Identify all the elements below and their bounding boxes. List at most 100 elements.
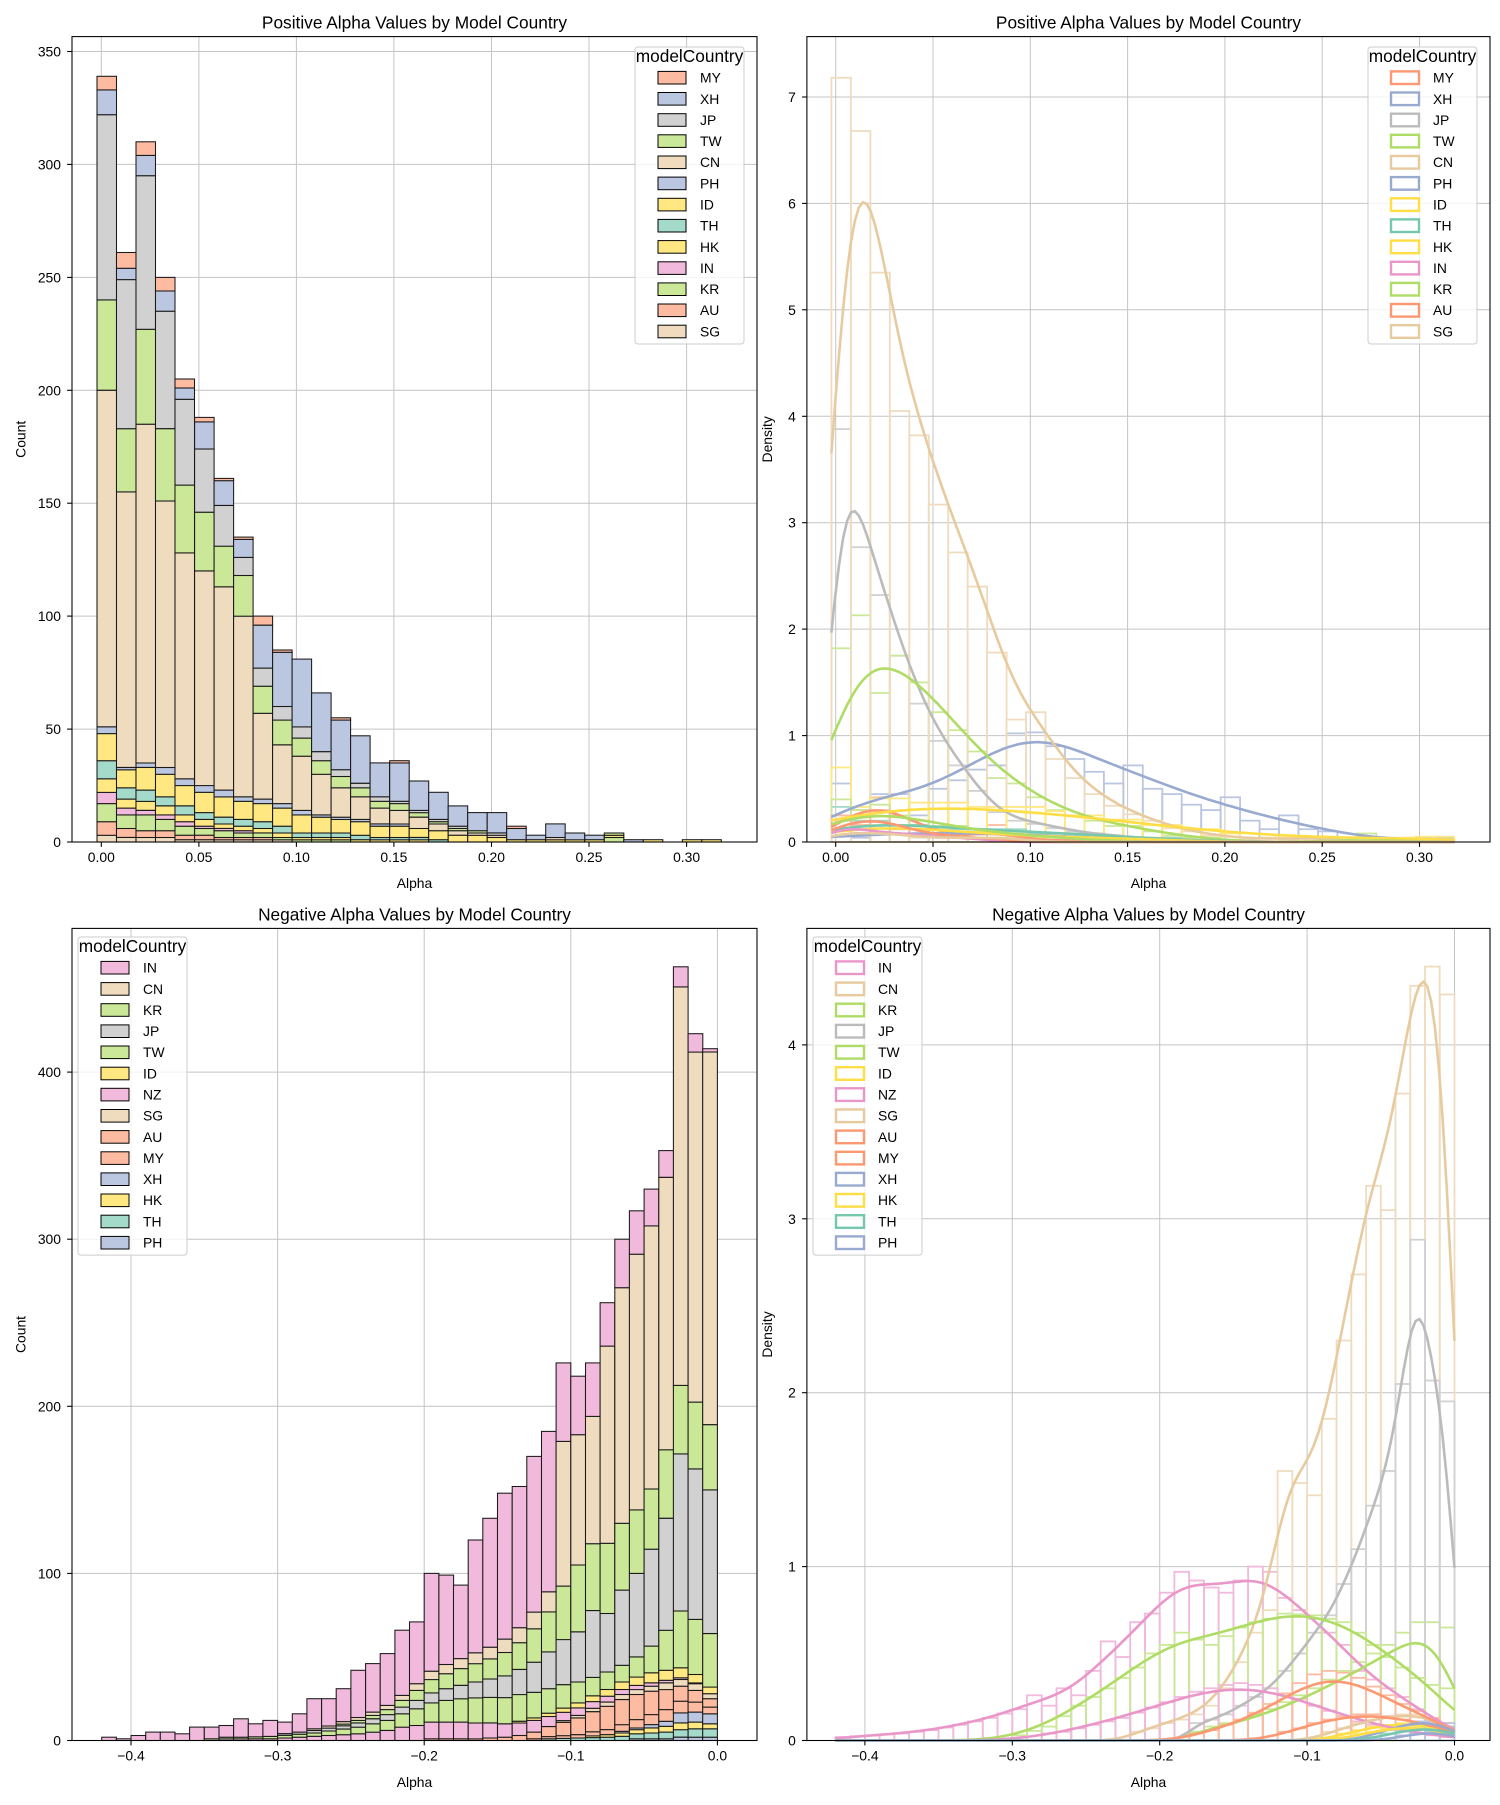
svg-text:KR: KR: [1433, 281, 1452, 297]
svg-text:HK: HK: [143, 1192, 163, 1208]
svg-text:CN: CN: [878, 981, 898, 997]
svg-text:JP: JP: [700, 112, 716, 128]
svg-text:Alpha: Alpha: [397, 875, 433, 891]
svg-text:AU: AU: [143, 1129, 162, 1145]
svg-text:AU: AU: [878, 1129, 897, 1145]
svg-text:3: 3: [788, 515, 796, 531]
svg-text:SG: SG: [700, 323, 720, 339]
svg-text:7: 7: [788, 89, 796, 105]
svg-text:0.0: 0.0: [708, 1747, 728, 1763]
svg-text:TW: TW: [700, 133, 722, 149]
svg-text:0: 0: [53, 834, 61, 850]
svg-text:0.20: 0.20: [1211, 849, 1238, 865]
svg-text:Count: Count: [13, 421, 29, 458]
svg-text:Alpha: Alpha: [1131, 875, 1167, 891]
svg-text:3: 3: [788, 1211, 796, 1227]
svg-text:−0.4: −0.4: [851, 1747, 879, 1763]
svg-text:HK: HK: [700, 239, 720, 255]
svg-text:0.00: 0.00: [822, 849, 849, 865]
svg-text:6: 6: [788, 195, 796, 211]
svg-text:0: 0: [788, 1733, 796, 1749]
svg-text:Negative Alpha Values by Model: Negative Alpha Values by Model Country: [992, 904, 1305, 924]
svg-text:4: 4: [788, 408, 796, 424]
svg-text:ID: ID: [143, 1065, 157, 1081]
svg-text:TH: TH: [1433, 218, 1452, 234]
svg-text:0.05: 0.05: [919, 849, 946, 865]
svg-text:modelCountry: modelCountry: [814, 936, 922, 956]
svg-text:−0.3: −0.3: [264, 1747, 292, 1763]
svg-text:TH: TH: [878, 1213, 897, 1229]
svg-text:150: 150: [38, 495, 61, 511]
svg-text:ID: ID: [878, 1065, 892, 1081]
svg-text:0.10: 0.10: [283, 849, 310, 865]
svg-text:0.15: 0.15: [380, 849, 407, 865]
svg-text:Alpha: Alpha: [397, 1774, 433, 1790]
svg-text:50: 50: [46, 721, 62, 737]
svg-text:0.00: 0.00: [88, 849, 115, 865]
svg-text:PH: PH: [1433, 175, 1452, 191]
svg-text:TH: TH: [143, 1213, 162, 1229]
svg-text:0.20: 0.20: [478, 849, 505, 865]
svg-text:4: 4: [788, 1037, 796, 1053]
svg-text:IN: IN: [143, 960, 157, 976]
svg-text:XH: XH: [878, 1171, 897, 1187]
svg-text:−0.2: −0.2: [410, 1747, 438, 1763]
svg-text:MY: MY: [700, 70, 721, 86]
svg-text:TW: TW: [878, 1044, 900, 1060]
svg-text:Positive Alpha Values by Model: Positive Alpha Values by Model Country: [996, 13, 1302, 33]
svg-text:CN: CN: [700, 154, 720, 170]
svg-text:250: 250: [38, 269, 61, 285]
svg-text:SG: SG: [143, 1108, 163, 1124]
svg-text:200: 200: [38, 382, 61, 398]
svg-text:HK: HK: [1433, 239, 1453, 255]
svg-text:modelCountry: modelCountry: [1369, 46, 1477, 66]
svg-text:modelCountry: modelCountry: [79, 936, 187, 956]
svg-text:IN: IN: [700, 260, 714, 276]
svg-text:SG: SG: [1433, 323, 1453, 339]
svg-text:IN: IN: [1433, 260, 1447, 276]
svg-text:2: 2: [788, 1385, 796, 1401]
svg-text:300: 300: [38, 156, 61, 172]
svg-text:100: 100: [38, 1565, 61, 1581]
svg-text:HK: HK: [878, 1192, 898, 1208]
svg-text:−0.1: −0.1: [1293, 1747, 1321, 1763]
svg-text:Alpha: Alpha: [1131, 1774, 1167, 1790]
svg-text:0.30: 0.30: [673, 849, 700, 865]
svg-text:SG: SG: [878, 1108, 898, 1124]
svg-text:−0.1: −0.1: [557, 1747, 585, 1763]
svg-text:0.10: 0.10: [1017, 849, 1044, 865]
svg-text:−0.4: −0.4: [117, 1747, 145, 1763]
svg-text:XH: XH: [1433, 91, 1452, 107]
svg-text:2: 2: [788, 621, 796, 637]
svg-text:Negative Alpha Values by Model: Negative Alpha Values by Model Country: [258, 904, 571, 924]
svg-text:Density: Density: [759, 416, 775, 462]
svg-text:CN: CN: [1433, 154, 1453, 170]
svg-text:MY: MY: [878, 1150, 899, 1166]
svg-text:400: 400: [38, 1064, 61, 1080]
svg-text:NZ: NZ: [878, 1087, 897, 1103]
svg-text:ID: ID: [700, 197, 714, 213]
svg-text:KR: KR: [878, 1002, 897, 1018]
svg-text:XH: XH: [700, 91, 719, 107]
svg-text:1: 1: [788, 1559, 796, 1575]
svg-text:−0.3: −0.3: [999, 1747, 1027, 1763]
svg-text:TW: TW: [1433, 133, 1455, 149]
svg-text:0: 0: [788, 834, 796, 850]
svg-text:−0.2: −0.2: [1146, 1747, 1174, 1763]
svg-text:MY: MY: [1433, 70, 1454, 86]
svg-text:JP: JP: [878, 1023, 894, 1039]
svg-text:0.25: 0.25: [1309, 849, 1336, 865]
svg-text:200: 200: [38, 1398, 61, 1414]
svg-text:PH: PH: [700, 175, 719, 191]
svg-text:JP: JP: [1433, 112, 1449, 128]
svg-text:0.15: 0.15: [1114, 849, 1141, 865]
svg-text:0.25: 0.25: [575, 849, 602, 865]
svg-text:100: 100: [38, 608, 61, 624]
svg-text:ID: ID: [1433, 197, 1447, 213]
svg-text:AU: AU: [1433, 302, 1452, 318]
svg-text:modelCountry: modelCountry: [636, 46, 744, 66]
svg-text:350: 350: [38, 44, 61, 60]
svg-text:Count: Count: [13, 1316, 29, 1353]
svg-text:Density: Density: [759, 1311, 775, 1357]
svg-text:1: 1: [788, 728, 796, 744]
